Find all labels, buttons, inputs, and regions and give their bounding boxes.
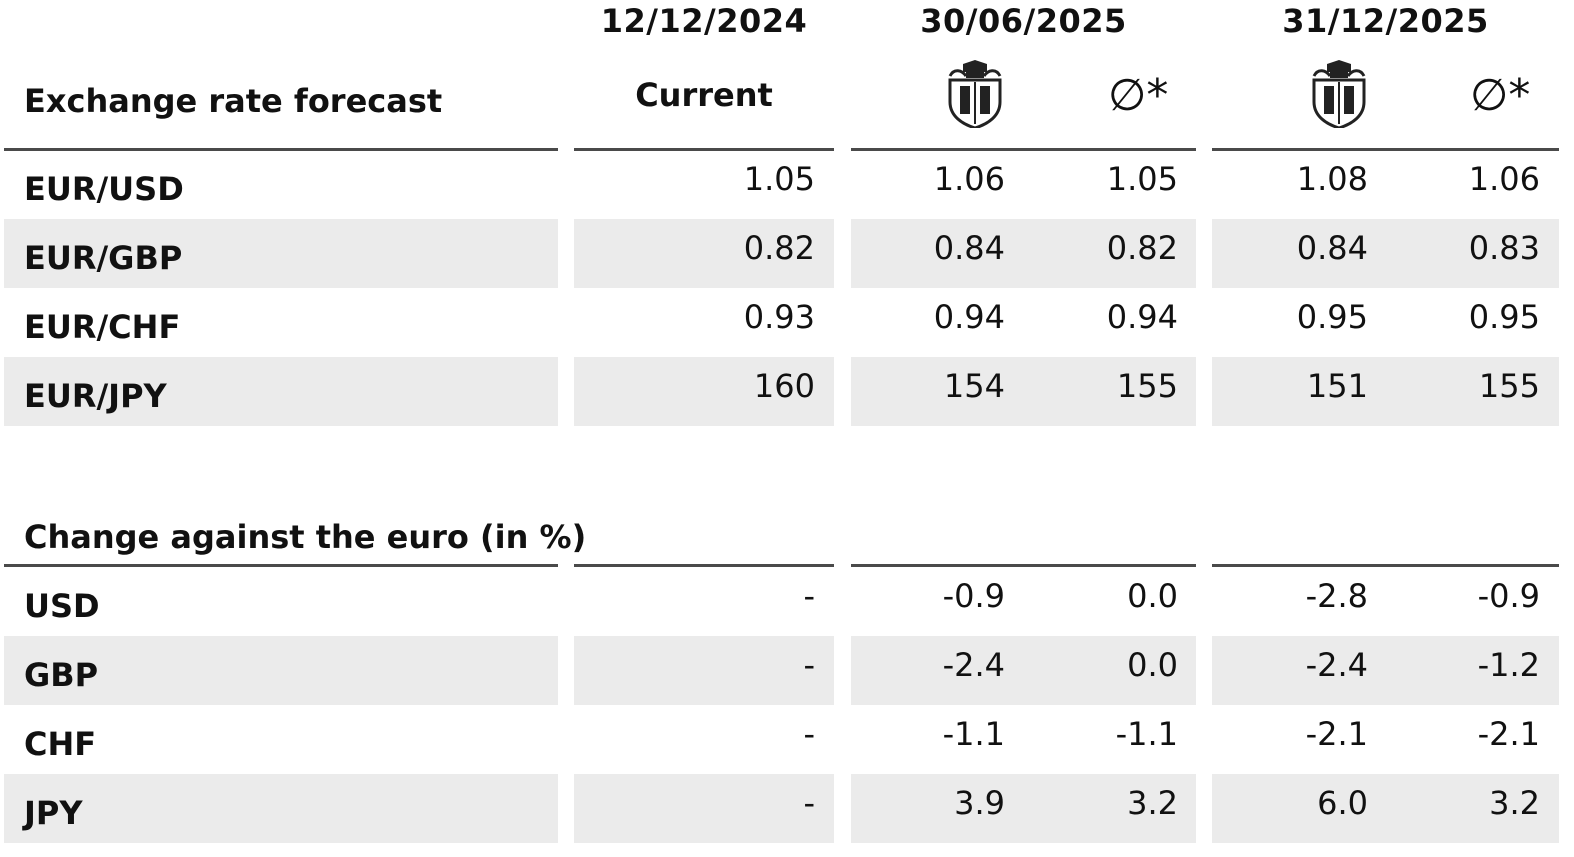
value-cell: 3.2 <box>1127 784 1178 822</box>
value-cell: 0.84 <box>933 229 1005 267</box>
bank-crest-icon <box>948 60 1002 128</box>
value-cell: -0.9 <box>1477 577 1540 615</box>
value-cell: 1.08 <box>1296 160 1368 198</box>
row-band <box>1212 357 1559 426</box>
value-cell: 0.84 <box>1296 229 1368 267</box>
row-band <box>1212 774 1559 843</box>
row-band <box>4 357 558 426</box>
value-cell: 0.82 <box>743 229 815 267</box>
row-label: USD <box>24 587 100 625</box>
bank-crest-icon <box>1312 60 1366 128</box>
row-label: GBP <box>24 656 99 694</box>
value-cell: 0.0 <box>1127 577 1178 615</box>
header-rule <box>4 148 558 151</box>
header-rule <box>574 148 834 151</box>
value-cell: 0.95 <box>1296 298 1368 336</box>
value-cell: 1.05 <box>743 160 815 198</box>
date-mid: 30/06/2025 <box>920 2 1127 40</box>
row-band <box>851 636 1196 705</box>
value-cell: 160 <box>753 367 815 405</box>
value-cell: 0.95 <box>1468 298 1540 336</box>
row-band <box>1212 636 1559 705</box>
value-cell: -1.1 <box>1115 715 1178 753</box>
rates-section-title: Exchange rate forecast <box>24 82 443 120</box>
row-band <box>1212 219 1559 288</box>
row-band <box>574 774 834 843</box>
average-symbol-end: ∅* <box>1470 70 1531 121</box>
section-rule <box>574 564 834 567</box>
value-cell: 0.94 <box>1106 298 1178 336</box>
value-cell: -2.4 <box>1305 646 1368 684</box>
value-cell: 155 <box>1478 367 1540 405</box>
value-cell: - <box>803 715 815 753</box>
header-rule <box>1212 148 1559 151</box>
value-cell: -1.1 <box>942 715 1005 753</box>
value-cell: 155 <box>1116 367 1178 405</box>
row-band <box>574 357 834 426</box>
value-cell: 1.05 <box>1106 160 1178 198</box>
current-label: Current <box>635 76 773 114</box>
value-cell: 0.0 <box>1127 646 1178 684</box>
value-cell: - <box>803 646 815 684</box>
value-cell: -2.4 <box>942 646 1005 684</box>
date-end: 31/12/2025 <box>1282 2 1489 40</box>
value-cell: 3.9 <box>954 784 1005 822</box>
value-cell: 6.0 <box>1317 784 1368 822</box>
value-cell: 151 <box>1306 367 1368 405</box>
row-label: EUR/CHF <box>24 308 181 346</box>
value-cell: 154 <box>943 367 1005 405</box>
value-cell: 1.06 <box>1468 160 1540 198</box>
average-symbol-mid: ∅* <box>1108 70 1169 121</box>
row-label: JPY <box>24 794 83 832</box>
value-cell: 0.82 <box>1106 229 1178 267</box>
row-band <box>574 219 834 288</box>
section-rule <box>1212 564 1559 567</box>
changes-section-title: Change against the euro (in %) <box>24 518 587 556</box>
row-band <box>851 774 1196 843</box>
value-cell: - <box>803 784 815 822</box>
value-cell: -2.1 <box>1305 715 1368 753</box>
value-cell: - <box>803 577 815 615</box>
date-current: 12/12/2024 <box>600 2 808 40</box>
row-label: EUR/JPY <box>24 377 167 415</box>
row-label: EUR/USD <box>24 170 184 208</box>
row-label: EUR/GBP <box>24 239 183 277</box>
header-rule <box>851 148 1196 151</box>
value-cell: -1.2 <box>1477 646 1540 684</box>
row-band <box>4 774 558 843</box>
value-cell: 0.93 <box>743 298 815 336</box>
section-rule <box>4 564 558 567</box>
value-cell: -2.8 <box>1305 577 1368 615</box>
row-band <box>851 219 1196 288</box>
row-band <box>4 219 558 288</box>
row-label: CHF <box>24 725 97 763</box>
section-rule <box>851 564 1196 567</box>
row-band <box>851 357 1196 426</box>
value-cell: -0.9 <box>942 577 1005 615</box>
value-cell: 3.2 <box>1489 784 1540 822</box>
value-cell: 0.83 <box>1468 229 1540 267</box>
value-cell: 0.94 <box>933 298 1005 336</box>
row-band <box>574 636 834 705</box>
value-cell: -2.1 <box>1477 715 1540 753</box>
row-band <box>4 636 558 705</box>
value-cell: 1.06 <box>933 160 1005 198</box>
